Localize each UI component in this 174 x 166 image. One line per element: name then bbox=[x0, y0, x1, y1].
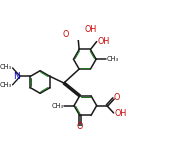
Text: OH: OH bbox=[97, 37, 109, 46]
Text: CH₃: CH₃ bbox=[52, 103, 64, 109]
Text: O: O bbox=[63, 30, 69, 39]
Text: O: O bbox=[77, 122, 83, 131]
Text: O: O bbox=[114, 93, 120, 102]
Text: CH₃: CH₃ bbox=[0, 64, 12, 70]
Text: OH: OH bbox=[114, 109, 126, 118]
Text: N: N bbox=[14, 72, 20, 81]
Text: OH: OH bbox=[85, 25, 97, 34]
Text: CH₃: CH₃ bbox=[107, 56, 119, 62]
Text: CH₃: CH₃ bbox=[0, 82, 12, 88]
